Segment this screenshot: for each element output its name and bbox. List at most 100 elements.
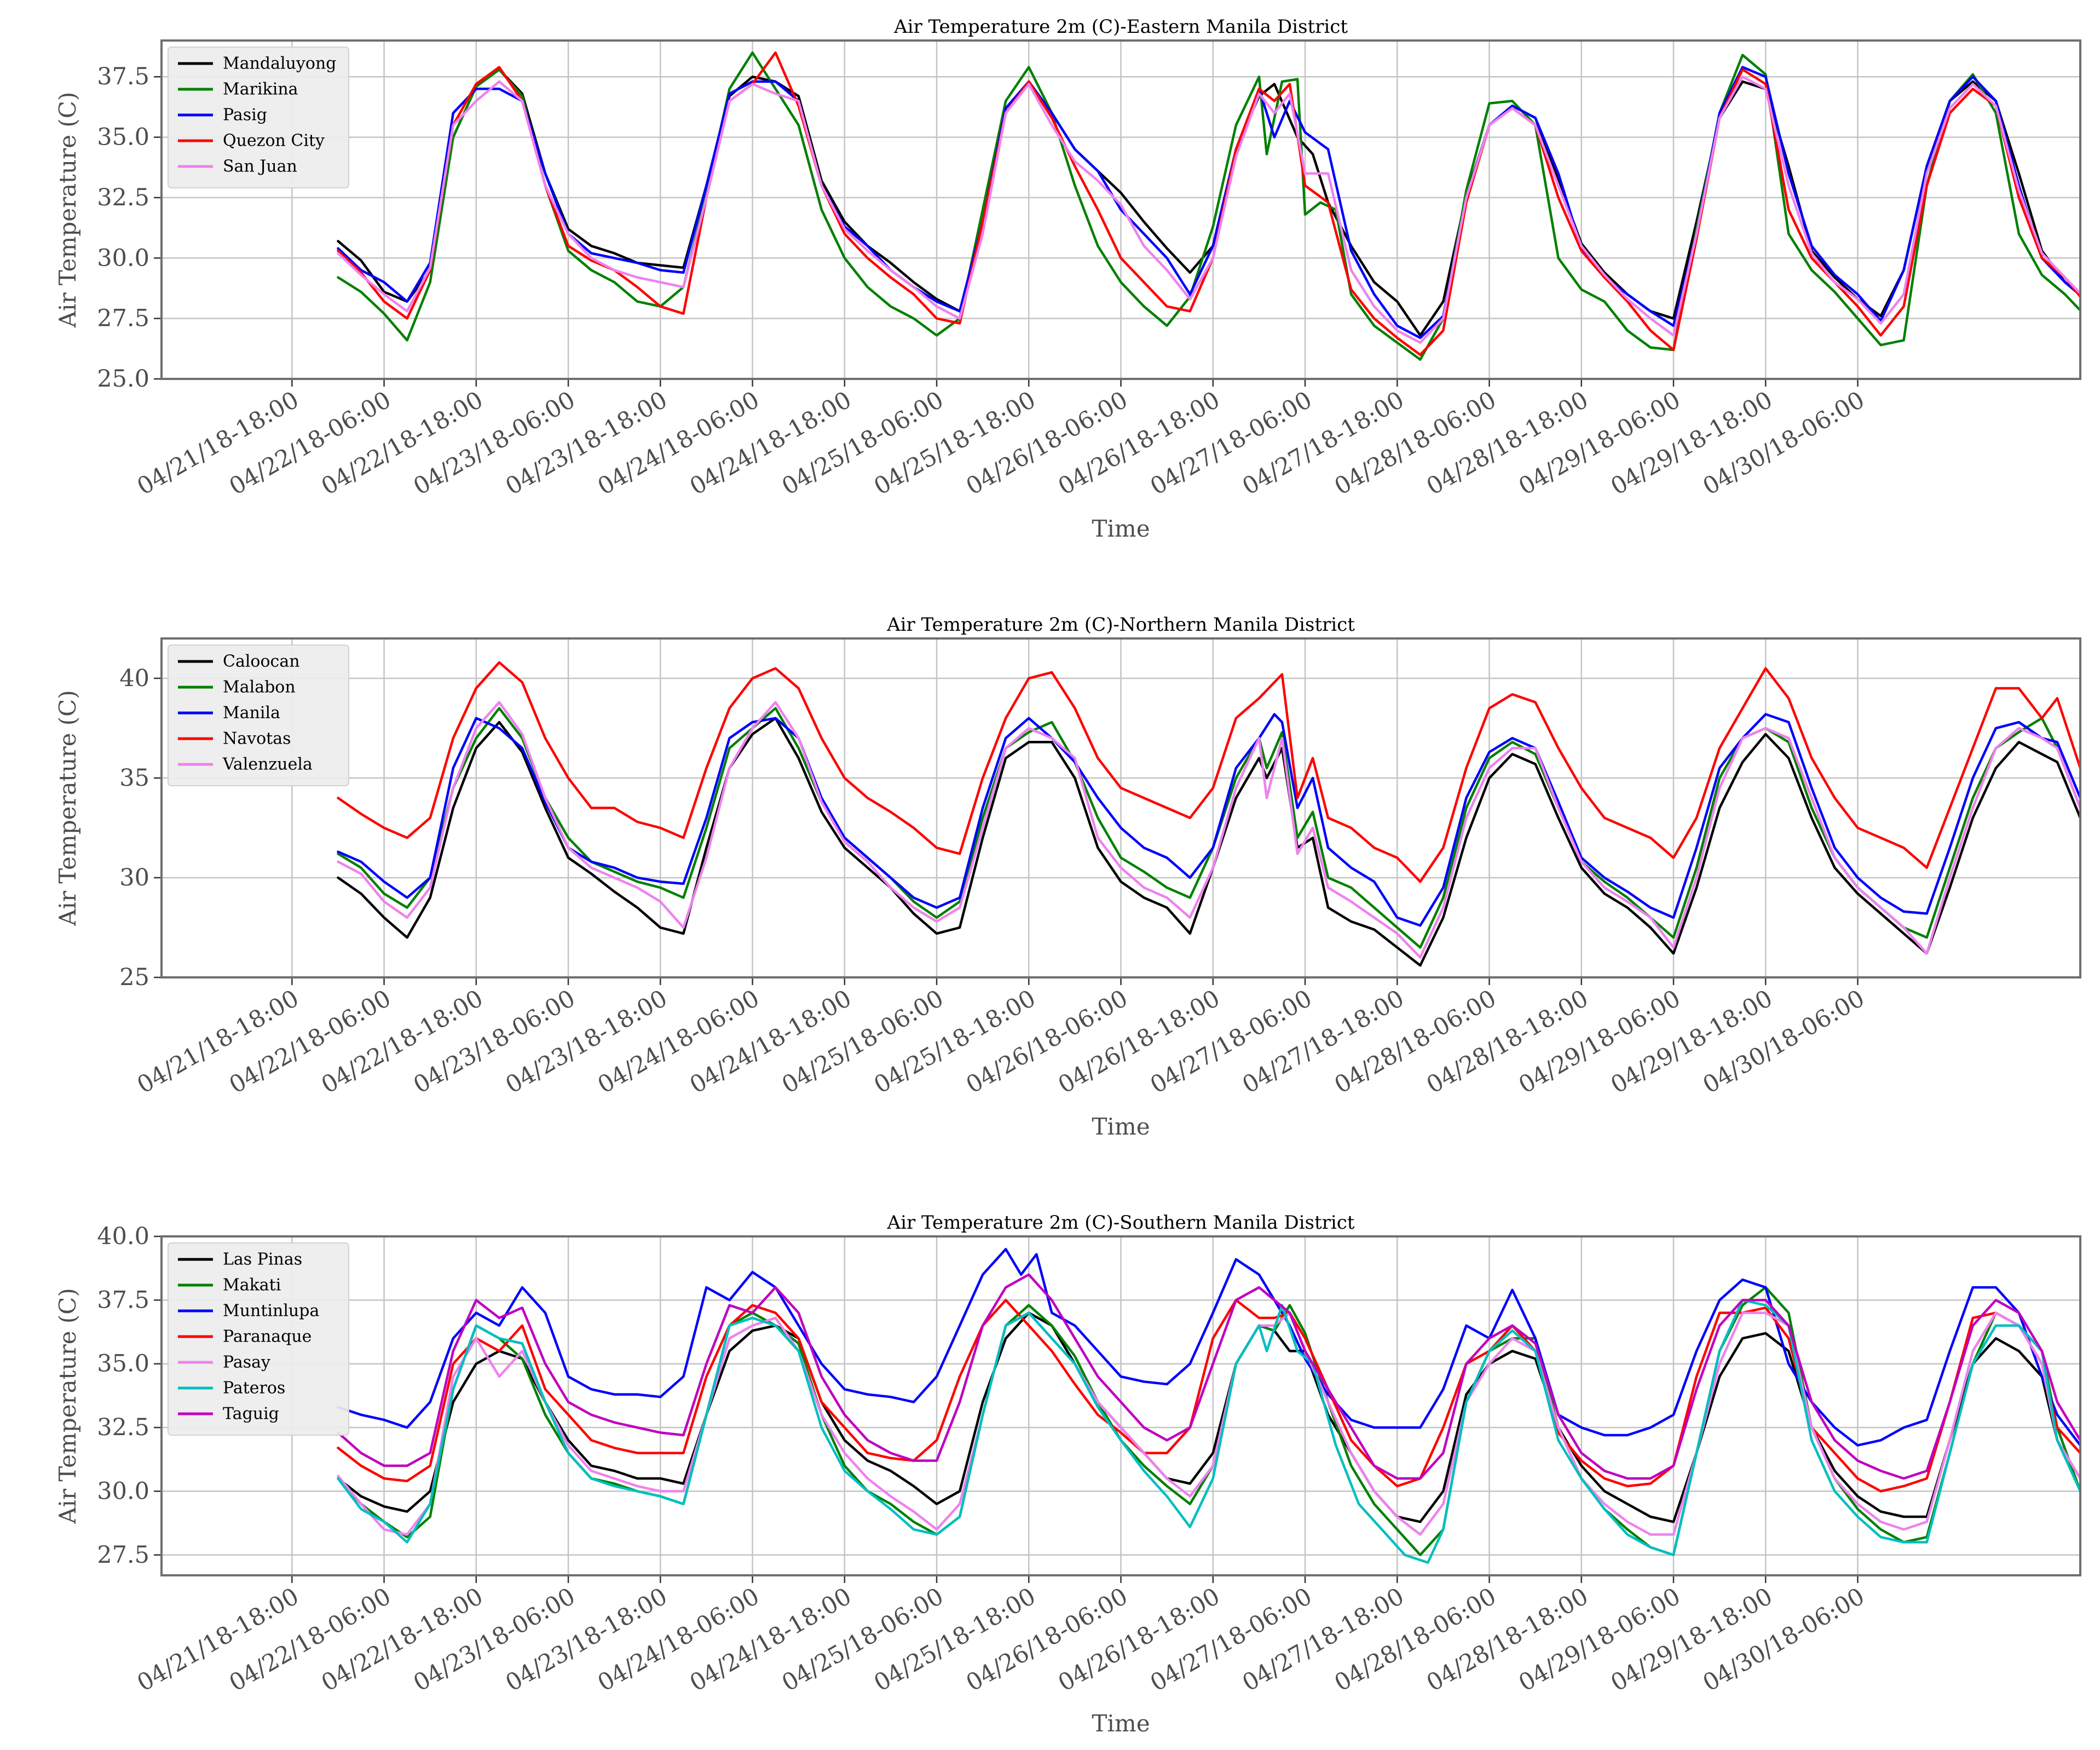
x-tick-label: 04/25/18-06:00: [777, 985, 948, 1099]
x-tick-label: 04/27/18-18:00: [1238, 985, 1409, 1099]
legend-box: [168, 1242, 349, 1436]
x-tick-label: 04/28/18-06:00: [1330, 386, 1501, 500]
y-axis-label: Air Temperature (C): [54, 1288, 81, 1524]
x-tick-label: 04/25/18-06:00: [777, 386, 948, 500]
series-line-manila: [337, 713, 2080, 927]
x-tick-label: 04/24/18-18:00: [685, 1582, 856, 1697]
x-axis-label: Time: [1092, 1113, 1150, 1140]
legend-label: Navotas: [223, 729, 291, 749]
x-tick-label: 04/30/18-06:00: [1698, 1582, 1869, 1697]
series-line-san-juan: [337, 75, 2080, 344]
x-tick-label: 04/24/18-06:00: [593, 985, 764, 1099]
x-tick-label: 04/23/18-18:00: [501, 1582, 672, 1697]
series-group: [337, 51, 2080, 361]
legend-label: San Juan: [223, 157, 297, 176]
x-tick-label: 04/28/18-06:00: [1330, 985, 1501, 1099]
x-tick-label: 04/26/18-06:00: [961, 985, 1132, 1099]
y-axis-label: Air Temperature (C): [54, 690, 81, 926]
series-line-taguig: [337, 1273, 2080, 1480]
x-tick-label: 04/23/18-18:00: [501, 386, 672, 500]
x-tick-label: 04/23/18-06:00: [409, 1582, 580, 1697]
x-tick-label: 04/23/18-18:00: [501, 985, 672, 1099]
chart-title: Air Temperature 2m (C)-Northern Manila D…: [886, 614, 1355, 636]
y-tick-label: 32.5: [97, 184, 149, 211]
x-tick-label: 04/30/18-06:00: [1698, 386, 1869, 500]
x-tick-label: 04/23/18-06:00: [409, 985, 580, 1099]
x-tick-label: 04/27/18-06:00: [1146, 1582, 1317, 1697]
x-tick-label: 04/26/18-18:00: [1054, 1582, 1225, 1697]
legend-label: Muntinlupa: [223, 1302, 319, 1321]
legend-label: Malabon: [223, 678, 296, 697]
y-tick-label: 32.5: [97, 1414, 149, 1441]
x-tick-label: 04/25/18-18:00: [869, 386, 1040, 500]
x-tick-label: 04/24/18-06:00: [593, 386, 764, 500]
y-tick-label: 40: [119, 665, 149, 692]
chart-title: Air Temperature 2m (C)-Eastern Manila Di…: [893, 16, 1348, 38]
y-tick-label: 37.5: [97, 1286, 149, 1314]
legend: Caloocan Malabon Manila Navotas Valenzuela: [168, 644, 349, 786]
legend-label: Taguig: [223, 1404, 279, 1424]
series-group: [337, 1248, 2080, 1564]
x-tick-label: 04/25/18-06:00: [777, 1582, 948, 1697]
chart-panel-3: 04/21/18-18:0004/22/18-06:0004/22/18-18:…: [54, 1212, 2081, 1737]
chart-panel-1: 04/21/18-18:0004/22/18-06:0004/22/18-18:…: [54, 16, 2081, 542]
legend-label: Paranaque: [223, 1327, 311, 1346]
x-tick-label: 04/22/18-18:00: [317, 386, 488, 500]
x-tick-label: 04/22/18-06:00: [225, 985, 396, 1099]
x-tick-label: 04/29/18-06:00: [1514, 1582, 1685, 1697]
legend-label: Manila: [223, 704, 280, 723]
legend-label: Caloocan: [223, 652, 300, 671]
x-tick-label: 04/27/18-06:00: [1146, 985, 1317, 1099]
legend-label: Las Pinas: [223, 1250, 302, 1269]
x-axis-label: Time: [1092, 1710, 1150, 1737]
y-tick-label: 25.0: [97, 365, 149, 393]
x-tick-label: 04/28/18-18:00: [1422, 1582, 1593, 1697]
plot-frame: [160, 637, 2081, 978]
x-tick-label: 04/26/18-18:00: [1054, 386, 1225, 500]
x-tick-label: 04/24/18-18:00: [685, 985, 856, 1099]
x-tick-label: 04/22/18-06:00: [225, 386, 396, 500]
x-tick-label: 04/27/18-18:00: [1238, 386, 1409, 500]
series-line-navotas: [337, 661, 2080, 883]
y-tick-label: 25: [119, 964, 149, 991]
x-tick-label: 04/26/18-06:00: [961, 1582, 1132, 1697]
x-tick-label: 04/21/18-18:00: [132, 386, 303, 500]
x-tick-label: 04/25/18-18:00: [869, 1582, 1040, 1697]
y-tick-label: 37.5: [97, 63, 149, 90]
y-tick-label: 35: [119, 764, 149, 792]
legend-box: [168, 47, 349, 188]
x-tick-label: 04/24/18-06:00: [593, 1582, 764, 1697]
series-group: [337, 661, 2080, 967]
x-tick-label: 04/22/18-06:00: [225, 1582, 396, 1697]
legend: Las Pinas Makati Muntinlupa Paranaque Pasay P…: [168, 1242, 349, 1436]
x-tick-label: 04/25/18-18:00: [869, 985, 1040, 1099]
x-tick-label: 04/29/18-18:00: [1606, 1582, 1777, 1697]
chart-panel-2: 04/21/18-18:0004/22/18-06:0004/22/18-18:…: [54, 614, 2081, 1140]
x-tick-label: 04/27/18-18:00: [1238, 1582, 1409, 1697]
legend: Mandaluyong Marikina Pasig Quezon City San J…: [168, 47, 349, 188]
x-tick-label: 04/21/18-18:00: [132, 985, 303, 1099]
plot-frame: [160, 39, 2081, 380]
y-tick-label: 35.0: [97, 1350, 149, 1378]
legend-box: [168, 644, 349, 786]
plot-frame: [160, 1235, 2081, 1576]
legend-label: Quezon City: [223, 131, 325, 151]
x-tick-label: 04/24/18-18:00: [685, 386, 856, 500]
x-tick-label: 04/28/18-18:00: [1422, 985, 1593, 1099]
x-tick-label: 04/23/18-06:00: [409, 386, 580, 500]
x-axis-label: Time: [1092, 515, 1150, 542]
legend-label: Marikina: [223, 80, 298, 99]
x-tick-label: 04/28/18-18:00: [1422, 386, 1593, 500]
y-tick-label: 27.5: [97, 305, 149, 332]
x-tick-label: 04/22/18-18:00: [317, 1582, 488, 1697]
y-tick-label: 40.0: [97, 1223, 149, 1250]
legend-label: Pasig: [223, 106, 267, 125]
x-tick-label: 04/22/18-18:00: [317, 985, 488, 1099]
x-tick-label: 04/28/18-06:00: [1330, 1582, 1501, 1697]
legend-label: Pasay: [223, 1353, 270, 1372]
x-tick-label: 04/29/18-06:00: [1514, 985, 1685, 1099]
y-tick-label: 30: [119, 864, 149, 891]
x-tick-label: 04/26/18-18:00: [1054, 985, 1225, 1099]
series-line-mandaluyong: [337, 68, 2080, 337]
